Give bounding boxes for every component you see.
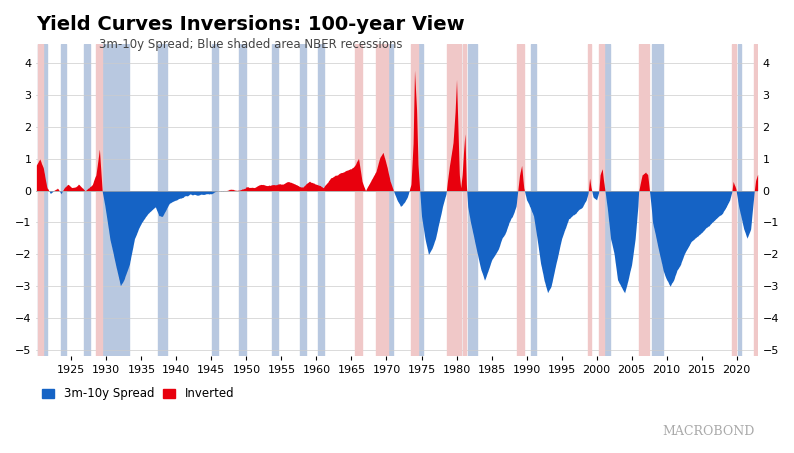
Bar (448, 44, 461, 357)
Bar (518, 44, 524, 357)
Bar (457, 44, 461, 357)
Bar (638, 44, 649, 357)
Bar (588, 44, 591, 357)
Bar (376, 44, 388, 357)
Text: 3m-10y Spread; Blue shaded area NBER recessions: 3m-10y Spread; Blue shaded area NBER rec… (99, 38, 403, 51)
Bar (96, 44, 102, 357)
Bar (411, 44, 418, 357)
Text: Yield Curves Inversions: 100-year View: Yield Curves Inversions: 100-year View (37, 15, 465, 34)
Bar (84, 44, 90, 357)
Bar (599, 44, 603, 357)
Text: MACROBOND: MACROBOND (662, 425, 754, 438)
Bar (530, 44, 536, 357)
Bar (652, 44, 663, 357)
Bar (605, 44, 610, 357)
Bar (239, 44, 245, 357)
Bar (468, 44, 477, 357)
Bar (386, 44, 393, 357)
Bar (212, 44, 218, 357)
Bar (61, 44, 67, 357)
Bar (754, 44, 757, 357)
Bar (355, 44, 362, 357)
Bar (299, 44, 306, 357)
Bar (38, 44, 47, 357)
Bar (157, 44, 167, 357)
Bar (732, 44, 736, 357)
Bar (738, 44, 741, 357)
Bar (414, 44, 423, 357)
Bar (318, 44, 324, 357)
Bar (463, 44, 466, 357)
Bar (102, 44, 129, 357)
Bar (38, 44, 44, 357)
Bar (272, 44, 278, 357)
Legend: 3m-10y Spread, Inverted: 3m-10y Spread, Inverted (42, 387, 234, 400)
